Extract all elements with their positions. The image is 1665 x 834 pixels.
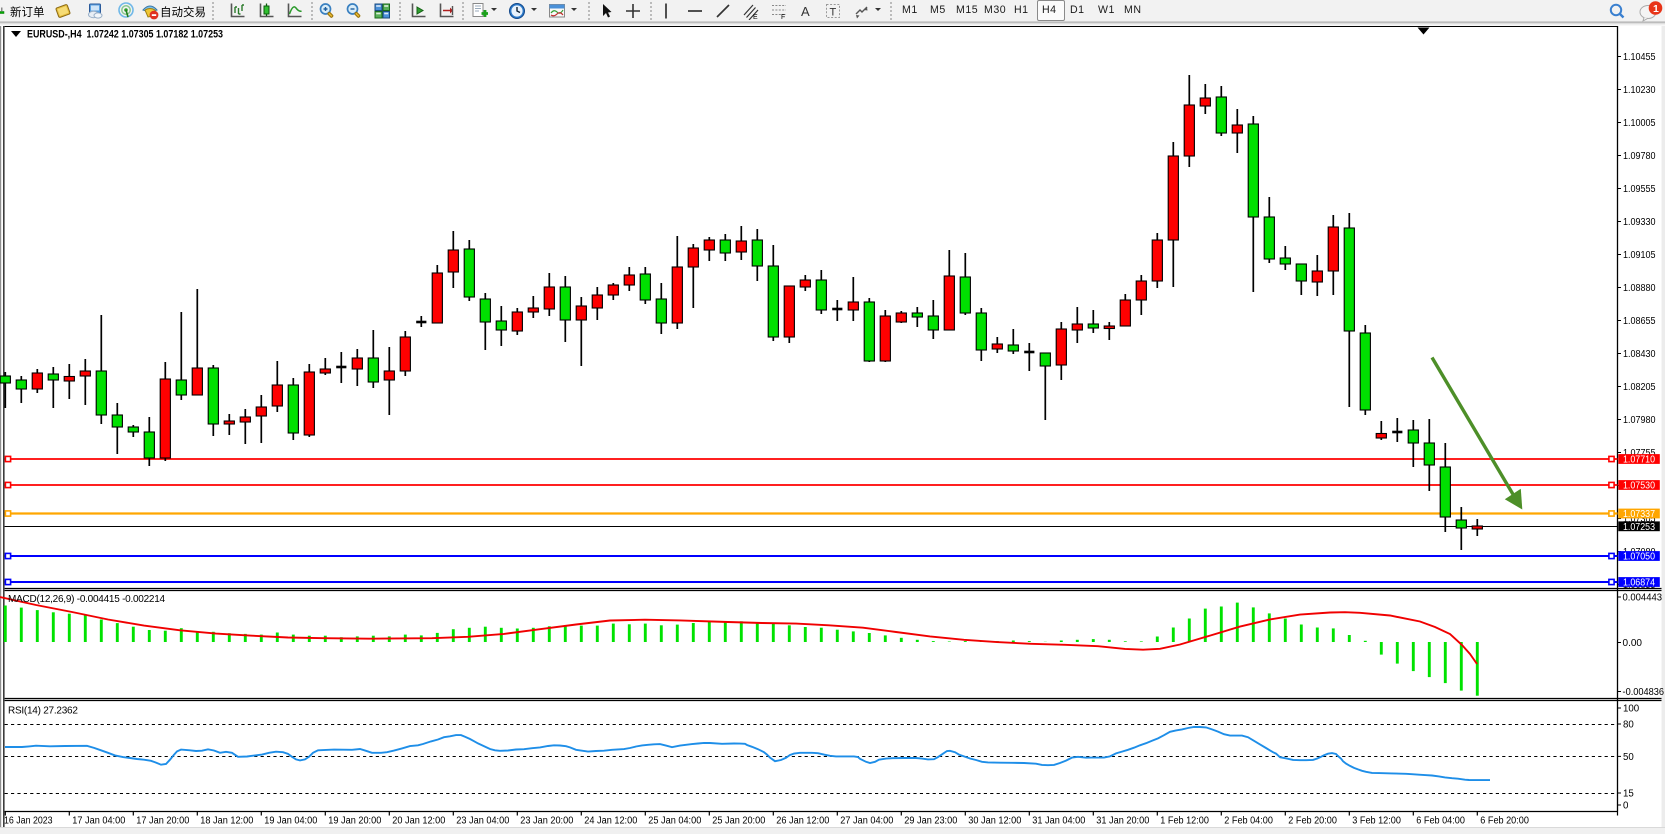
- svg-text:1.07980: 1.07980: [1623, 415, 1656, 426]
- svg-text:1.09555: 1.09555: [1623, 184, 1656, 195]
- svg-text:1.07050: 1.07050: [1623, 552, 1656, 563]
- svg-text:1.07305: 1.07305: [1623, 514, 1656, 525]
- svg-text:1.07530: 1.07530: [1623, 481, 1656, 492]
- svg-text:-0.004836: -0.004836: [1623, 687, 1665, 698]
- svg-text:19 Jan 20:00: 19 Jan 20:00: [328, 816, 382, 827]
- svg-text:25 Jan 20:00: 25 Jan 20:00: [712, 816, 766, 827]
- svg-text:19 Jan 04:00: 19 Jan 04:00: [264, 816, 318, 827]
- svg-text:3 Feb 12:00: 3 Feb 12:00: [1352, 816, 1401, 827]
- svg-text:1.09780: 1.09780: [1623, 151, 1656, 162]
- svg-text:27 Jan 04:00: 27 Jan 04:00: [840, 816, 894, 827]
- svg-text:1.08655: 1.08655: [1623, 316, 1656, 327]
- svg-text:17 Jan 20:00: 17 Jan 20:00: [136, 816, 190, 827]
- svg-text:30 Jan 12:00: 30 Jan 12:00: [968, 816, 1022, 827]
- svg-text:RSI(14) 27.2362: RSI(14) 27.2362: [8, 706, 78, 717]
- svg-text:E: E: [753, 14, 758, 20]
- svg-text:0.004443: 0.004443: [1623, 592, 1663, 603]
- svg-text:1: 1: [1653, 3, 1659, 15]
- svg-text:1.07253: 1.07253: [1623, 522, 1655, 533]
- svg-text:23 Jan 20:00: 23 Jan 20:00: [520, 816, 574, 827]
- svg-text:1.08205: 1.08205: [1623, 382, 1656, 393]
- svg-text:0: 0: [1623, 800, 1629, 811]
- svg-text:0.00: 0.00: [1623, 638, 1643, 649]
- svg-text:24 Jan 12:00: 24 Jan 12:00: [584, 816, 638, 827]
- svg-text:A: A: [801, 4, 810, 19]
- svg-text:1.10230: 1.10230: [1623, 85, 1656, 96]
- svg-text:17 Jan 04:00: 17 Jan 04:00: [72, 816, 126, 827]
- svg-text:1.07337: 1.07337: [1623, 509, 1655, 520]
- svg-text:1.10005: 1.10005: [1623, 118, 1656, 129]
- svg-text:1.09105: 1.09105: [1623, 250, 1656, 261]
- svg-text:MACD(12,26,9) -0.004415 -0.002: MACD(12,26,9) -0.004415 -0.002214: [8, 594, 166, 605]
- svg-text:80: 80: [1623, 719, 1634, 730]
- svg-text:31 Jan 04:00: 31 Jan 04:00: [1032, 816, 1086, 827]
- svg-text:1 Feb 12:00: 1 Feb 12:00: [1160, 816, 1209, 827]
- svg-text:1.08880: 1.08880: [1623, 283, 1656, 294]
- svg-text:1.07710: 1.07710: [1623, 455, 1656, 466]
- svg-text:T: T: [830, 7, 837, 19]
- svg-text:1.07755: 1.07755: [1623, 448, 1656, 459]
- svg-text:18 Jan 12:00: 18 Jan 12:00: [200, 816, 254, 827]
- svg-text:6 Feb 04:00: 6 Feb 04:00: [1416, 816, 1465, 827]
- svg-text:100: 100: [1623, 703, 1640, 714]
- svg-text:2 Feb 04:00: 2 Feb 04:00: [1224, 816, 1273, 827]
- svg-text:1.08430: 1.08430: [1623, 349, 1656, 360]
- svg-text:31 Jan 20:00: 31 Jan 20:00: [1096, 816, 1150, 827]
- svg-text:20 Jan 12:00: 20 Jan 12:00: [392, 816, 446, 827]
- svg-text:50: 50: [1623, 752, 1634, 763]
- svg-text:26 Jan 12:00: 26 Jan 12:00: [776, 816, 830, 827]
- svg-text:1.06874: 1.06874: [1623, 578, 1656, 589]
- svg-text:EURUSD-,H4 1.07242 1.07305 1.: EURUSD-,H4 1.07242 1.07305 1.07182 1.072…: [27, 29, 223, 41]
- svg-text:29 Jan 23:00: 29 Jan 23:00: [904, 816, 958, 827]
- svg-text:25 Jan 04:00: 25 Jan 04:00: [648, 816, 702, 827]
- svg-text:6 Feb 20:00: 6 Feb 20:00: [1480, 816, 1529, 827]
- svg-text:1.10455: 1.10455: [1623, 52, 1656, 63]
- svg-text:F: F: [781, 14, 785, 20]
- svg-text:16 Jan 2023: 16 Jan 2023: [4, 816, 53, 827]
- svg-text:23 Jan 04:00: 23 Jan 04:00: [456, 816, 510, 827]
- svg-text:2 Feb 20:00: 2 Feb 20:00: [1288, 816, 1337, 827]
- svg-text:15: 15: [1623, 788, 1634, 799]
- svg-text:1.09330: 1.09330: [1623, 217, 1656, 228]
